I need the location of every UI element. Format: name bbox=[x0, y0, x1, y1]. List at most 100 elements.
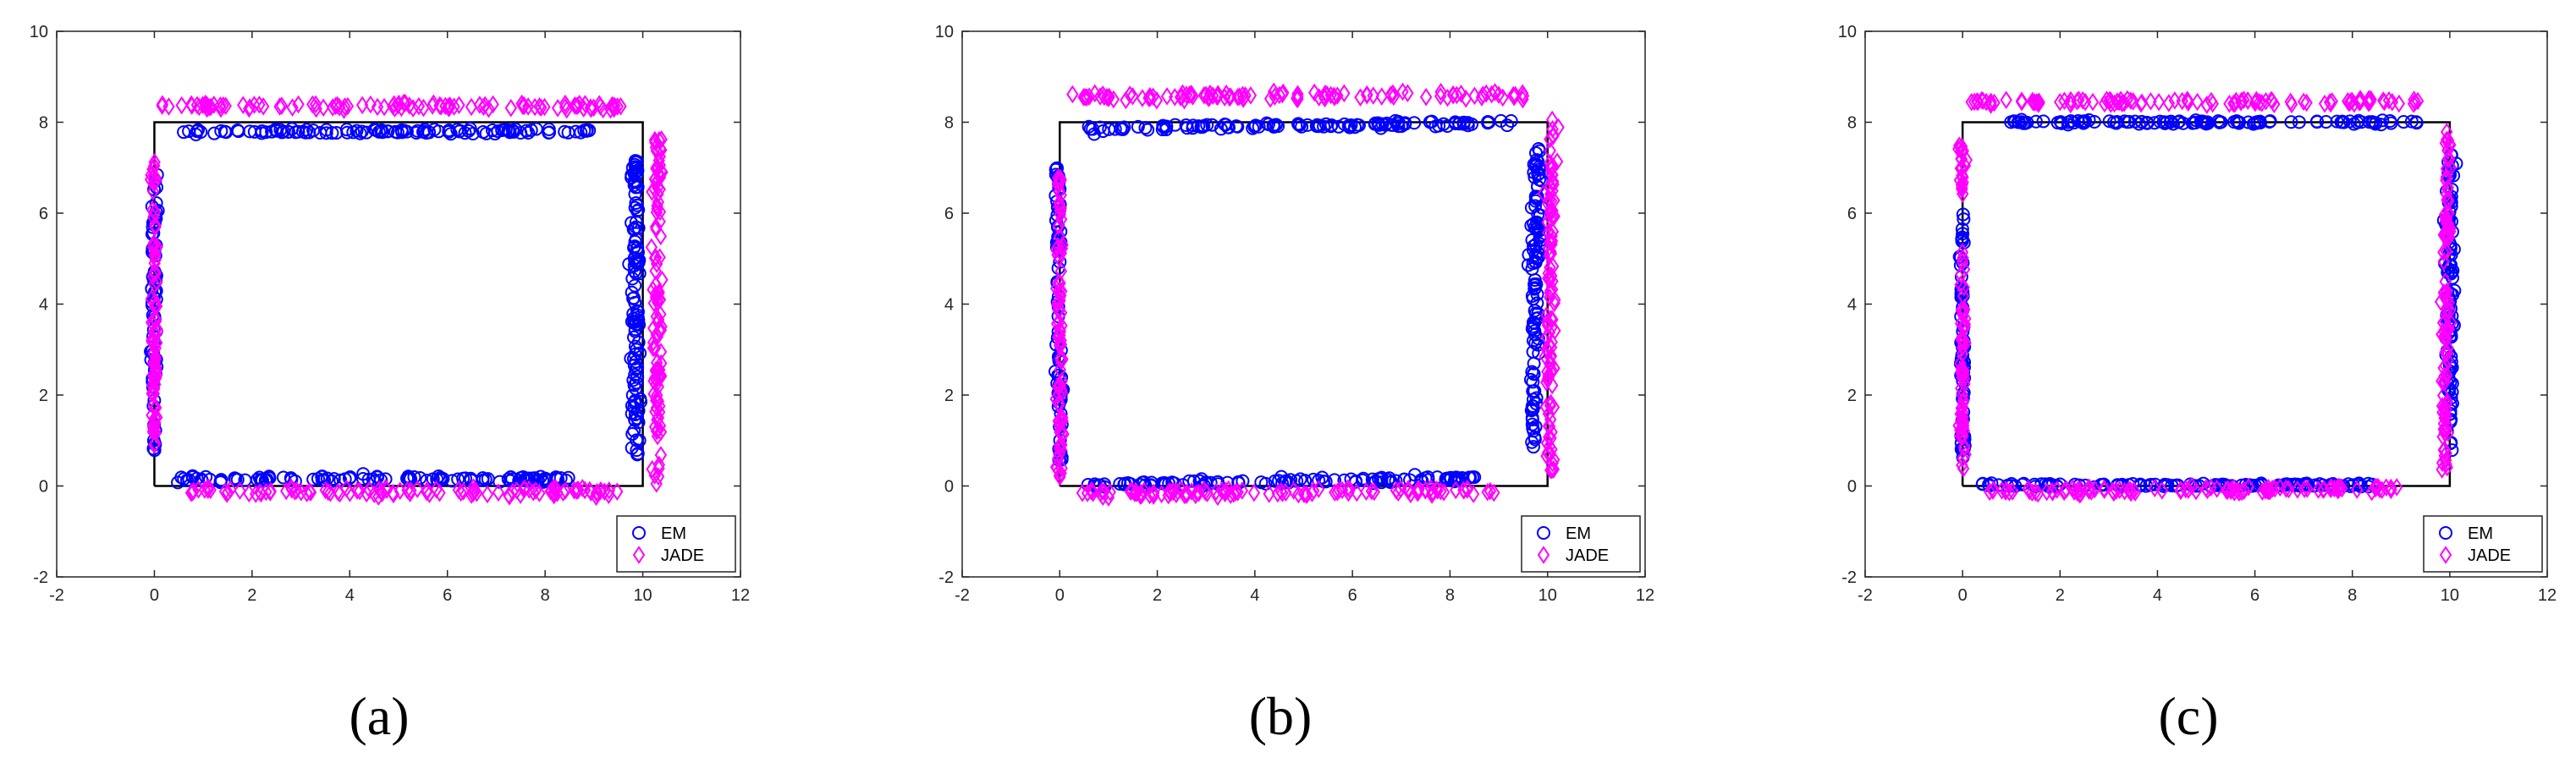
data-point-em bbox=[451, 472, 465, 486]
data-point-jade bbox=[2242, 477, 2255, 497]
data-point-em bbox=[2352, 476, 2366, 491]
data-point-jade bbox=[1100, 87, 1114, 107]
data-point-jade bbox=[1434, 481, 1447, 501]
data-point-jade bbox=[1434, 86, 1447, 106]
data-point-jade bbox=[310, 99, 322, 118]
data-point-em bbox=[295, 124, 310, 139]
data-point-em bbox=[1247, 119, 1262, 134]
data-point-jade bbox=[2250, 91, 2263, 111]
data-point-jade bbox=[1280, 483, 1292, 502]
data-point-em bbox=[410, 126, 424, 140]
data-point-jade bbox=[611, 97, 624, 116]
data-point-em bbox=[1351, 118, 1366, 133]
data-point-jade bbox=[1291, 90, 1304, 109]
data-point-jade bbox=[649, 217, 663, 236]
data-point-jade bbox=[2023, 481, 2036, 501]
data-point-em bbox=[450, 123, 465, 137]
data-point-jade bbox=[1076, 483, 1089, 502]
data-point-jade bbox=[604, 100, 617, 119]
data-point-jade bbox=[649, 402, 662, 421]
data-point-jade bbox=[1051, 174, 1064, 194]
data-point-jade bbox=[465, 97, 478, 117]
data-point-em bbox=[1957, 212, 1971, 227]
data-point-em bbox=[1525, 435, 1539, 449]
data-point-jade bbox=[1957, 302, 1970, 321]
data-point-jade bbox=[1247, 483, 1261, 502]
data-point-jade bbox=[1485, 85, 1498, 104]
data-point-em bbox=[419, 126, 433, 140]
data-point-jade bbox=[2331, 479, 2343, 498]
data-point-jade bbox=[1147, 483, 1160, 502]
data-point-jade bbox=[2392, 94, 2406, 113]
data-point-jade bbox=[649, 169, 662, 189]
legend-box bbox=[616, 515, 736, 573]
data-point-jade bbox=[2282, 480, 2295, 499]
x-tick-label: 6 bbox=[2250, 586, 2260, 605]
data-point-jade bbox=[2353, 90, 2367, 108]
data-point-jade bbox=[1546, 376, 1559, 395]
data-point-jade bbox=[379, 479, 392, 497]
data-point-jade bbox=[652, 455, 665, 475]
data-point-jade bbox=[2363, 90, 2375, 108]
data-point-em bbox=[1186, 121, 1200, 135]
data-point-jade bbox=[1979, 92, 1993, 112]
data-point-jade bbox=[146, 238, 160, 257]
data-point-jade bbox=[2441, 290, 2454, 310]
data-point-jade bbox=[1984, 93, 1997, 113]
data-point-jade bbox=[2442, 134, 2456, 154]
data-point-jade bbox=[2440, 167, 2453, 187]
data-point-em bbox=[1218, 117, 1232, 131]
data-point-jade bbox=[2067, 482, 2081, 501]
data-point-jade bbox=[529, 481, 542, 500]
data-point-jade bbox=[1107, 90, 1120, 109]
data-point-jade bbox=[1202, 89, 1215, 107]
data-point-jade bbox=[148, 275, 161, 294]
data-point-jade bbox=[1540, 434, 1554, 453]
data-point-jade bbox=[533, 484, 546, 502]
data-point-jade bbox=[148, 262, 162, 282]
data-point-em bbox=[2166, 117, 2181, 131]
data-point-em bbox=[1526, 375, 1540, 389]
data-point-jade bbox=[1223, 87, 1236, 107]
data-point-jade bbox=[653, 290, 667, 310]
data-point-jade bbox=[2298, 480, 2311, 499]
data-point-jade bbox=[2242, 91, 2254, 110]
data-point-jade bbox=[1066, 85, 1079, 104]
data-point-jade bbox=[1324, 85, 1337, 105]
data-point-jade bbox=[146, 160, 159, 178]
data-point-jade bbox=[1219, 84, 1233, 103]
data-point-jade bbox=[1328, 88, 1341, 107]
data-point-jade bbox=[150, 358, 162, 377]
data-point-jade bbox=[477, 97, 490, 117]
data-point-em bbox=[580, 124, 594, 138]
data-point-em bbox=[629, 162, 643, 176]
data-point-jade bbox=[457, 482, 470, 501]
data-point-jade bbox=[1053, 336, 1066, 355]
data-point-jade bbox=[1052, 217, 1065, 236]
data-point-em bbox=[388, 124, 403, 139]
data-point-em bbox=[265, 124, 279, 139]
data-point-em bbox=[182, 124, 196, 139]
data-point-jade bbox=[1496, 88, 1509, 107]
data-point-em bbox=[427, 123, 442, 137]
data-point-jade bbox=[198, 480, 212, 499]
data-point-jade bbox=[2437, 420, 2450, 439]
data-point-em bbox=[1398, 116, 1412, 130]
data-point-jade bbox=[1547, 460, 1560, 479]
data-point-em bbox=[1526, 421, 1540, 436]
y-tick-label: 0 bbox=[1847, 478, 1857, 497]
data-point-jade bbox=[1541, 362, 1554, 382]
data-point-jade bbox=[1343, 480, 1357, 499]
data-point-jade bbox=[603, 481, 615, 500]
data-point-em bbox=[1521, 258, 1535, 272]
data-point-jade bbox=[2408, 91, 2420, 109]
data-point-jade bbox=[2369, 478, 2381, 497]
data-point-jade bbox=[1392, 483, 1405, 502]
legend: EM JADE bbox=[616, 515, 736, 573]
y-tick-label: 6 bbox=[39, 205, 48, 223]
x-tick-label: 12 bbox=[731, 586, 750, 605]
data-point-jade bbox=[1955, 142, 1968, 161]
data-point-jade bbox=[1957, 278, 1970, 297]
